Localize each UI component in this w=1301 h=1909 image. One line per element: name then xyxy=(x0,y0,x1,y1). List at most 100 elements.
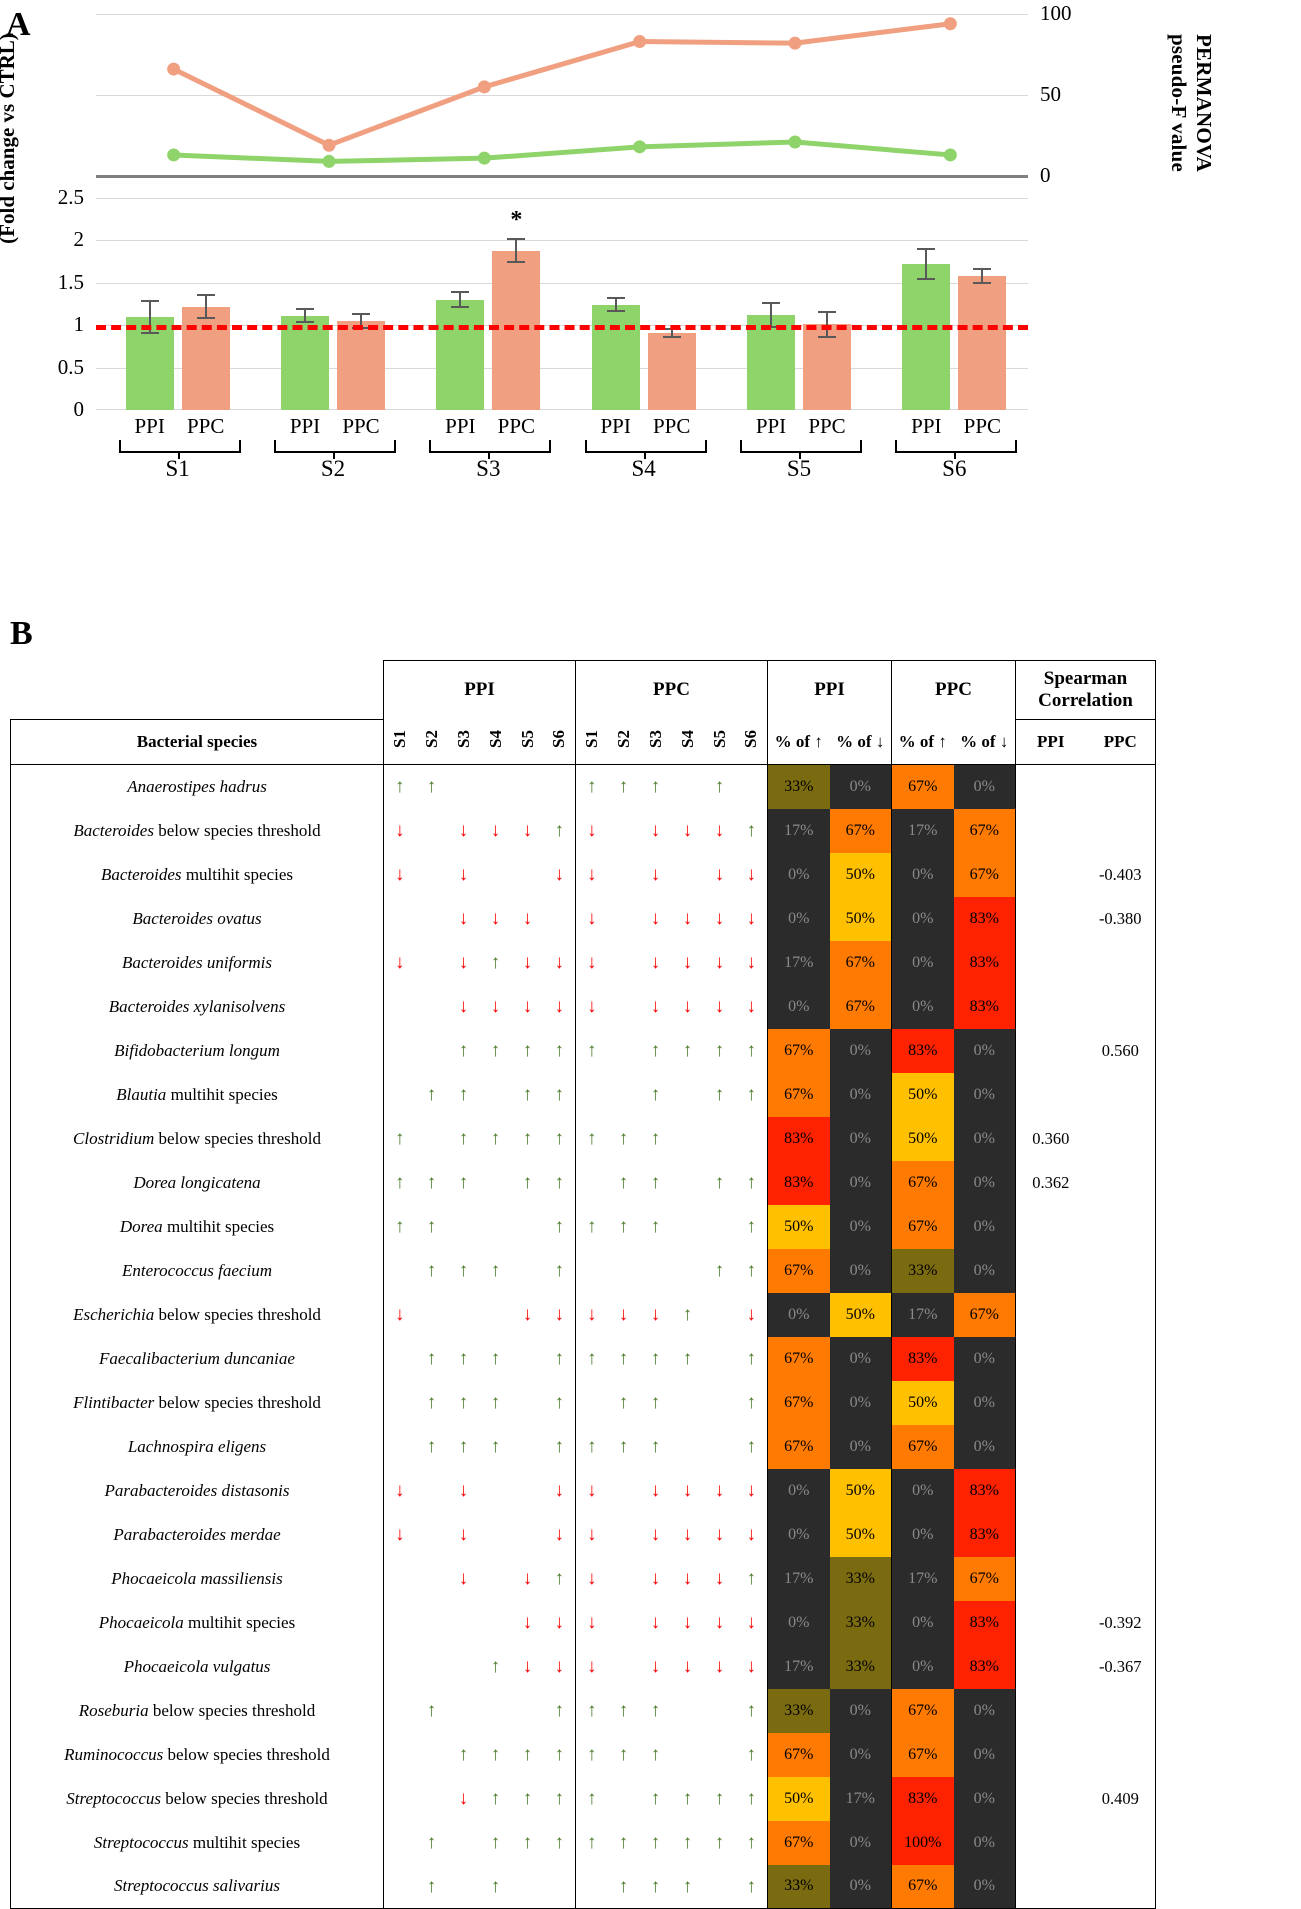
arrow-cell-ppc-s2 xyxy=(608,985,640,1029)
bar-axis-tick: 0.5 xyxy=(57,354,84,379)
arrow-cell-ppi-s3: ↑ xyxy=(448,1117,480,1161)
arrow-cell-ppi-s5: ↓ xyxy=(512,985,544,1029)
up-arrow-icon: ↑ xyxy=(650,1172,661,1193)
up-arrow-icon: ↑ xyxy=(587,1128,597,1149)
pct-ppi-down: 0% xyxy=(829,1732,892,1777)
up-arrow-icon: ↑ xyxy=(458,1128,469,1149)
arrow-cell-ppc-s6: ↑ xyxy=(735,1160,768,1205)
header-subject-ppc-s4: S4 xyxy=(671,719,704,765)
up-arrow-icon: ↑ xyxy=(587,1700,597,1721)
line-marker xyxy=(788,135,802,149)
up-arrow-icon: ↑ xyxy=(746,1040,757,1061)
pct-ppc-down: 0% xyxy=(953,1072,1016,1117)
arrow-cell-ppi-s4: ↑ xyxy=(480,1777,512,1821)
pct-ppc-down: 0% xyxy=(953,1424,1016,1469)
down-arrow-icon: ↓ xyxy=(554,1304,565,1325)
pct-ppi-up: 67% xyxy=(767,1424,830,1469)
table-header-subjects: Bacterial species S1 S2 S3 S4 S5 S6 S1 S2 S3 S4 S5 S… xyxy=(10,719,1156,765)
up-arrow-icon: ↑ xyxy=(746,1216,757,1237)
down-arrow-icon: ↓ xyxy=(714,1568,725,1589)
up-arrow-icon: ↑ xyxy=(522,1788,533,1809)
down-arrow-icon: ↓ xyxy=(714,820,725,841)
arrow-cell-ppc-s5: ↓ xyxy=(704,1645,736,1689)
up-arrow-icon: ↑ xyxy=(426,1700,437,1721)
arrow-cell-ppc-s3: ↓ xyxy=(640,809,672,853)
arrow-cell-ppc-s6: ↓ xyxy=(735,1512,768,1557)
arrow-cell-ppc-s5 xyxy=(704,1293,736,1337)
up-arrow-icon: ↑ xyxy=(490,1788,501,1809)
bar-label-ppi: PPI xyxy=(445,414,476,438)
arrow-cell-ppi-s5 xyxy=(512,1249,544,1293)
arrow-cell-ppc-s2 xyxy=(608,1469,640,1513)
arrow-cell-ppi-s1 xyxy=(383,1072,416,1117)
up-arrow-icon: ↑ xyxy=(426,1875,437,1897)
pct-ppc-down: 83% xyxy=(953,984,1016,1029)
arrow-cell-ppc-s3: ↓ xyxy=(640,897,672,941)
arrow-cell-ppc-s2: ↑ xyxy=(608,1733,640,1777)
bar-axis-tick: 0 xyxy=(73,397,85,421)
species-name: Bacteroides ovatus xyxy=(10,896,384,941)
arrow-cell-ppc-s5: ↓ xyxy=(704,809,736,853)
species-name: Escherichia below species threshold xyxy=(10,1292,384,1337)
down-arrow-icon: ↓ xyxy=(458,952,469,973)
group-bracket-tick xyxy=(954,451,957,459)
up-arrow-icon: ↑ xyxy=(458,1744,469,1765)
pct-ppc-up: 17% xyxy=(891,1556,954,1601)
arrow-cell-ppc-s3: ↑ xyxy=(640,1821,672,1865)
bar-label-ppi: PPI xyxy=(289,414,321,438)
arrow-cell-ppc-s3: ↑ xyxy=(640,1777,672,1821)
group-bracket-tick xyxy=(333,451,335,459)
arrow-cell-ppc-s3: ↓ xyxy=(640,1469,672,1513)
pct-ppi-up: 50% xyxy=(767,1776,830,1821)
up-arrow-icon: ↑ xyxy=(746,1832,757,1853)
arrow-cell-ppc-s2 xyxy=(608,1557,640,1601)
arrow-cell-ppc-s4: ↑ xyxy=(672,1777,704,1821)
up-arrow-icon: ↑ xyxy=(426,1216,437,1237)
line-marker xyxy=(788,36,802,50)
arrow-cell-ppc-s2: ↑ xyxy=(608,1161,640,1205)
arrow-cell-ppc-s2 xyxy=(608,809,640,853)
pct-ppc-down: 83% xyxy=(953,896,1016,941)
arrow-cell-ppc-s5: ↑ xyxy=(704,1249,736,1293)
group-label-s4: S4 xyxy=(631,456,656,481)
down-arrow-icon: ↓ xyxy=(587,1304,597,1325)
arrow-cell-ppi-s5 xyxy=(512,1689,544,1733)
arrow-cell-ppi-s2 xyxy=(416,1293,448,1337)
spearman-ppi xyxy=(1015,1864,1086,1909)
up-arrow-icon: ↑ xyxy=(490,1832,501,1853)
down-arrow-icon: ↓ xyxy=(587,908,597,929)
arrow-cell-ppi-s6 xyxy=(543,896,576,941)
up-arrow-icon: ↑ xyxy=(554,1348,565,1369)
arrow-cell-ppc-s2 xyxy=(608,1249,640,1293)
pct-ppc-up: 67% xyxy=(891,1864,954,1909)
spearman-ppc xyxy=(1085,984,1156,1029)
up-arrow-icon: ↑ xyxy=(587,776,597,798)
panel-b: PPI PPC PPI PPC Spearman Correlation Bacterial… xyxy=(10,660,1295,1909)
down-arrow-icon: ↓ xyxy=(458,1568,469,1589)
up-arrow-icon: ↑ xyxy=(714,1260,725,1281)
spearman-ppi xyxy=(1016,1293,1086,1337)
line-marker xyxy=(943,148,957,162)
pct-ppc-up: 17% xyxy=(891,1292,954,1337)
pct-ppi-down: 0% xyxy=(829,1116,892,1161)
line-axis-tick: 50 xyxy=(1040,82,1061,106)
spearman-ppi xyxy=(1016,809,1086,853)
table-row: Phocaeicola multihit species ↓ ↓ ↓ ↓ ↓ ↓ ↓ 0% 33%… xyxy=(10,1600,1156,1645)
down-arrow-icon: ↓ xyxy=(395,820,405,841)
pct-ppc-up: 67% xyxy=(891,764,954,809)
arrow-cell-ppc-s1: ↓ xyxy=(575,940,608,985)
spearman-ppc xyxy=(1085,1820,1156,1865)
arrow-cell-ppc-s2 xyxy=(608,1029,640,1073)
pct-ppc-up: 50% xyxy=(891,1116,954,1161)
line-marker xyxy=(167,62,181,76)
pct-ppi-down: 0% xyxy=(829,1204,892,1249)
arrow-cell-ppc-s4 xyxy=(672,1733,704,1777)
arrow-cell-ppi-s3: ↓ xyxy=(448,809,480,853)
header-ppi-down: % of ↓ xyxy=(829,719,892,765)
pct-ppc-down: 83% xyxy=(953,1468,1016,1513)
arrow-cell-ppi-s1 xyxy=(383,1776,416,1821)
arrow-cell-ppi-s5 xyxy=(512,1425,544,1469)
table-row: Lachnospira eligens ↑ ↑ ↑ ↑ ↑ ↑ ↑ ↑ 67% 0% 67% 0% xyxy=(10,1424,1156,1469)
arrow-cell-ppi-s5: ↑ xyxy=(512,1117,544,1161)
arrow-cell-ppi-s1 xyxy=(383,1028,416,1073)
